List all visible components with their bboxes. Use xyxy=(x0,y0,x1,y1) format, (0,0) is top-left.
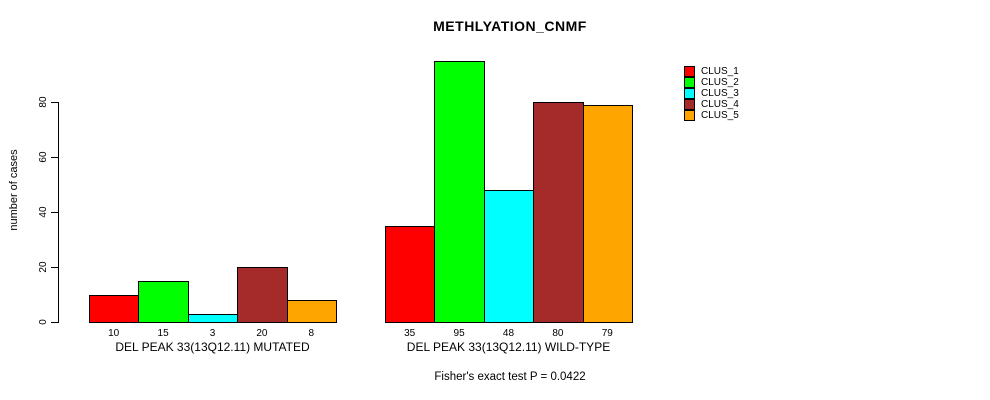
bar-clus_5-group2 xyxy=(582,104,633,323)
legend: CLUS_1 CLUS_2 CLUS_3 CLUS_4 CLUS_5 xyxy=(684,66,739,121)
y-axis-label: number of cases xyxy=(8,149,20,231)
bar-clus_2-group1 xyxy=(138,280,189,323)
legend-label: CLUS_3 xyxy=(701,88,739,99)
bar-clus_5-group1 xyxy=(286,300,337,323)
y-axis-tick xyxy=(51,212,58,213)
y-axis-tick xyxy=(51,267,58,268)
bar-clus_2-group2 xyxy=(434,60,485,323)
y-axis-line xyxy=(58,102,59,323)
y-axis-tick-label: 20 xyxy=(38,261,49,273)
chart-title: METHLYATION_CNMF xyxy=(433,18,587,34)
group-label: DEL PEAK 33(13Q12.11) MUTATED xyxy=(115,340,310,354)
legend-swatch-clus5 xyxy=(684,110,695,121)
legend-item: CLUS_1 xyxy=(684,66,739,77)
legend-label: CLUS_4 xyxy=(701,99,739,110)
bar-value-label: 80 xyxy=(552,328,564,339)
y-axis-tick xyxy=(51,102,58,103)
bar-clus_1-group1 xyxy=(89,294,140,323)
bar-value-label: 3 xyxy=(209,328,216,339)
bar-value-label: 35 xyxy=(404,328,416,339)
y-axis-tick-label: 60 xyxy=(38,151,49,163)
legend-label: CLUS_1 xyxy=(701,66,739,77)
y-axis-tick-label: 40 xyxy=(38,206,49,218)
y-axis-tick-label: 0 xyxy=(38,319,49,325)
bar-value-label: 79 xyxy=(601,328,613,339)
legend-swatch-clus3 xyxy=(684,88,695,99)
legend-item: CLUS_4 xyxy=(684,99,739,110)
bar-value-label: 10 xyxy=(108,328,120,339)
legend-swatch-clus2 xyxy=(684,77,695,88)
fisher-test-annotation: Fisher's exact test P = 0.0422 xyxy=(434,371,586,383)
y-axis-tick-label: 80 xyxy=(38,96,49,108)
legend-item: CLUS_5 xyxy=(684,110,739,121)
bar-value-label: 95 xyxy=(453,328,465,339)
bar-clus_4-group2 xyxy=(533,102,584,323)
bar-value-label: 20 xyxy=(256,328,268,339)
bar-clus_3-group1 xyxy=(187,313,239,323)
bar-clus_4-group1 xyxy=(237,267,288,323)
legend-item: CLUS_2 xyxy=(684,77,739,88)
group-label: DEL PEAK 33(13Q12.11) WILD-TYPE xyxy=(406,340,611,354)
legend-swatch-clus1 xyxy=(684,66,695,77)
bar-clus_3-group2 xyxy=(483,190,535,323)
legend-item: CLUS_3 xyxy=(684,88,739,99)
bar-clus_1-group2 xyxy=(385,225,436,323)
legend-label: CLUS_2 xyxy=(701,77,739,88)
y-axis-tick xyxy=(51,322,58,323)
legend-swatch-clus4 xyxy=(684,99,695,110)
y-axis-tick xyxy=(51,157,58,158)
bar-value-label: 8 xyxy=(308,328,315,339)
bar-value-label: 15 xyxy=(157,328,169,339)
legend-label: CLUS_5 xyxy=(701,110,739,121)
bar-value-label: 48 xyxy=(502,328,515,339)
